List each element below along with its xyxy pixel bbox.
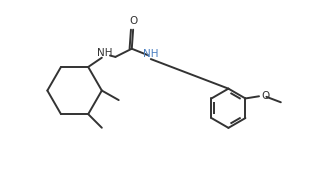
Text: O: O — [261, 91, 269, 101]
Text: O: O — [129, 16, 137, 26]
Text: NH: NH — [97, 48, 113, 58]
Text: NH: NH — [143, 49, 159, 59]
